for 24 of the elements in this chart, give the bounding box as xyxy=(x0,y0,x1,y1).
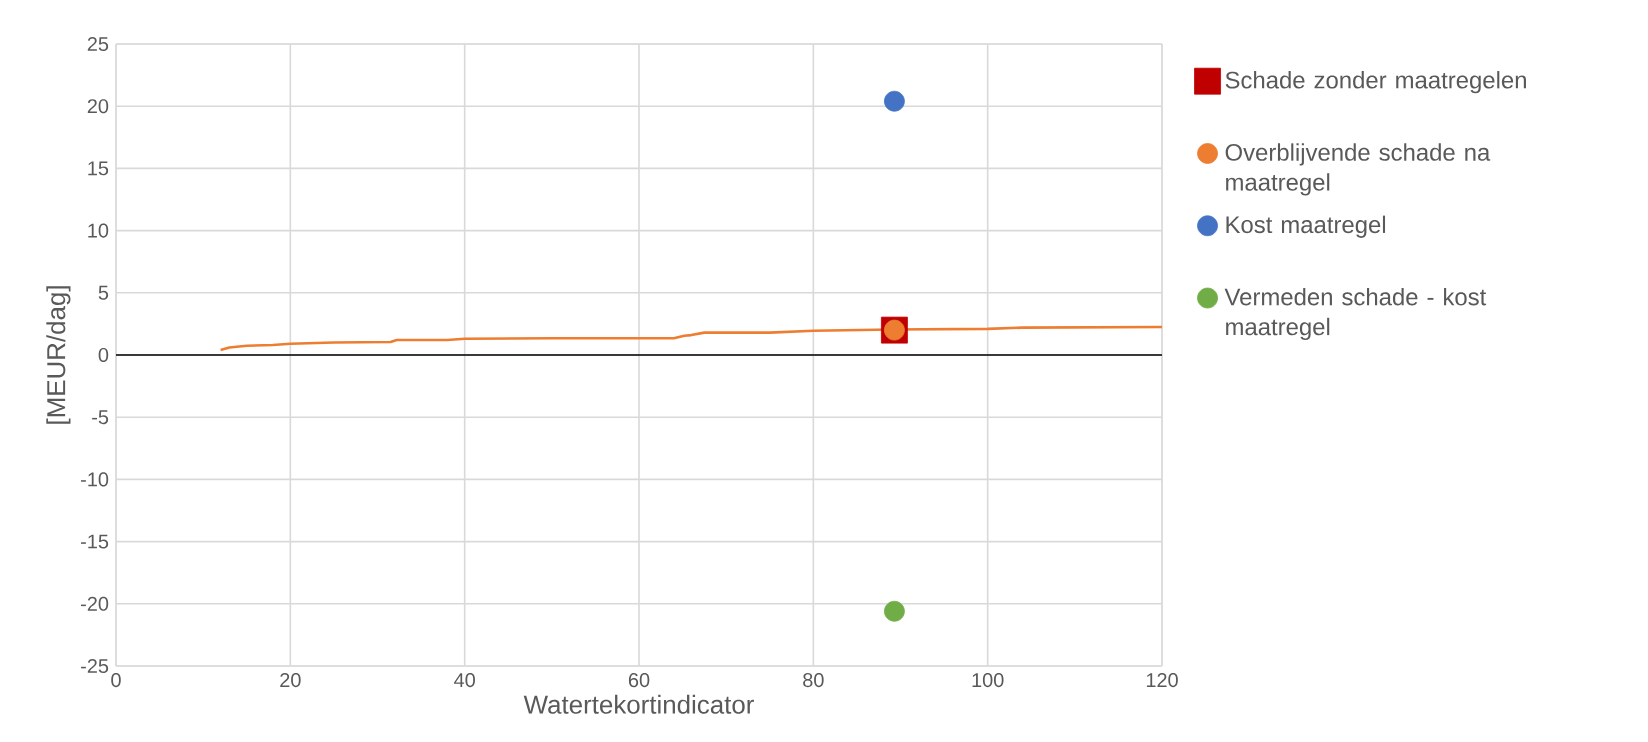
legend-label: Kost maatregel xyxy=(1226,215,1386,238)
x-tick-label: 20 xyxy=(280,673,301,688)
y-tick-label: -15 xyxy=(81,534,109,549)
legend-label: Vermeden schade - kost maatregel xyxy=(1224,287,1487,341)
y-tick-label: 20 xyxy=(87,99,109,114)
x-tick-label: 60 xyxy=(628,673,650,688)
y-tick-label: 15 xyxy=(88,161,109,176)
y-tick-label: 0 xyxy=(98,347,109,363)
y-tick-label: -5 xyxy=(92,410,109,425)
y-axis-title: [MEUR/dag] xyxy=(46,286,71,424)
legend-label: Schade zonder maatregelen xyxy=(1225,71,1526,94)
y-tick-label: -20 xyxy=(81,596,109,611)
x-tick-label: 80 xyxy=(803,673,824,688)
x-tick-label: 40 xyxy=(454,673,475,688)
y-tick-label: -25 xyxy=(81,658,109,674)
x-tick-label: 120 xyxy=(1146,673,1178,688)
x-tick-label: 100 xyxy=(972,673,1004,688)
y-tick-label: 25 xyxy=(87,36,109,52)
legend-label: Overblijvende schade na maatregel xyxy=(1225,143,1491,196)
y-tick-label: 5 xyxy=(98,285,109,300)
y-tick-label: 10 xyxy=(88,223,109,238)
x-tick-label: 0 xyxy=(111,673,121,688)
y-tick-label: -10 xyxy=(81,472,109,487)
x-axis-title: Watertekortindicator xyxy=(523,694,754,714)
